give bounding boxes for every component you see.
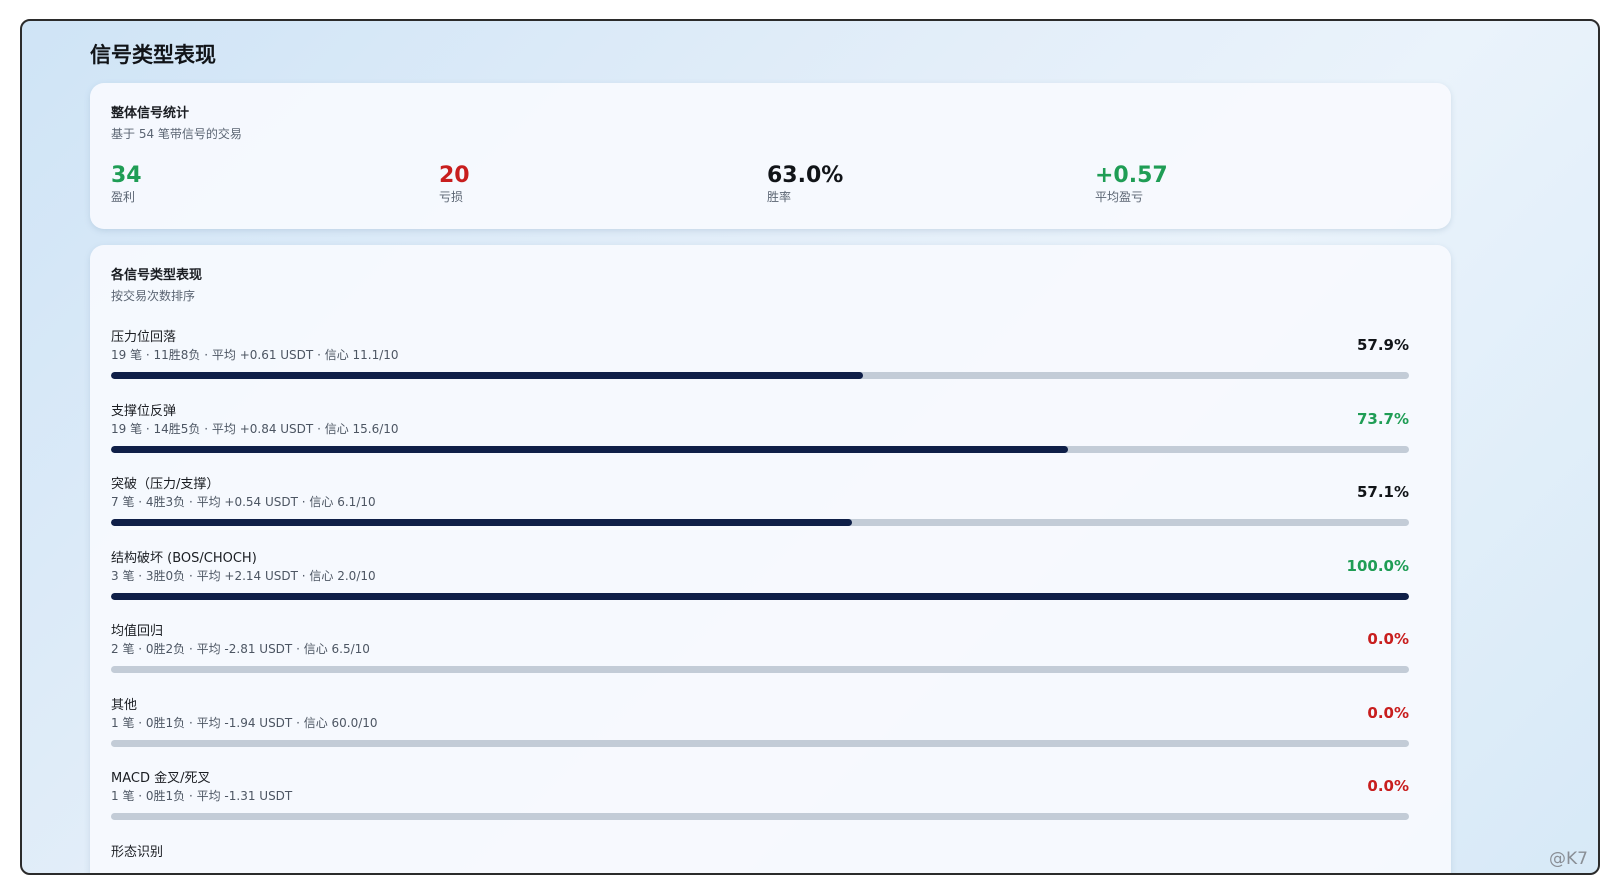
page-title: 信号类型表现 <box>90 43 216 67</box>
signal-type-win-rate: 0.0% <box>1367 777 1409 795</box>
win-rate-bar-fill <box>111 592 1409 600</box>
signal-type-name: 支撑位反弹 <box>111 403 177 419</box>
stat-winrate-label: 胜率 <box>767 190 792 204</box>
signal-type-name: 突破（压力/支撑） <box>111 477 220 492</box>
stat-losses-label: 亏损 <box>439 190 464 204</box>
signal-type-row: 结构破坏 (BOS/CHOCH) 3 笔 · 3胜0负 · 平均 +2.14 US… <box>111 550 1409 624</box>
stat-wins-value: 34 <box>111 163 142 188</box>
stat-winrate-value: 63.0% <box>767 163 844 188</box>
overall-stats-subtitle: 基于 54 笔带信号的交易 <box>111 127 242 141</box>
signal-type-meta: 1 笔 · 0胜1负 · 平均 -1.94 USDT · 信心 60.0/10 <box>111 715 378 730</box>
signal-type-win-rate: 57.1% <box>1356 483 1409 501</box>
signal-type-name: 均值回归 <box>111 624 164 639</box>
stat-avg-pnl-label: 平均盈亏 <box>1095 190 1144 204</box>
signal-type-win-rate: 57.9% <box>1356 336 1409 354</box>
signal-type-meta: 19 笔 · 14胜5负 · 平均 +0.84 USDT · 信心 15.6/1… <box>111 421 399 436</box>
app-window: 信号类型表现 整体信号统计 基于 54 笔带信号的交易 34 盈利 20 亏损 … <box>20 19 1600 875</box>
signal-type-row: 压力位回落 19 笔 · 11胜8负 · 平均 +0.61 USDT · 信心 1… <box>111 329 1409 403</box>
stat-avg-pnl-value: +0.57 <box>1095 163 1168 188</box>
signal-type-row: 支撑位反弹 19 笔 · 14胜5负 · 平均 +0.84 USDT · 信心 1… <box>111 403 1409 477</box>
signal-type-row: 突破（压力/支撑） 7 笔 · 4胜3负 · 平均 +0.54 USDT · 信心… <box>111 476 1409 550</box>
signal-type-name: 压力位回落 <box>111 330 177 345</box>
win-rate-bar-track <box>111 519 1409 526</box>
signal-type-name: 其他 <box>111 697 138 713</box>
stat-wins-label: 盈利 <box>111 190 136 204</box>
win-rate-bar-fill <box>111 372 863 379</box>
signal-type-meta: 1 笔 · 0胜1负 · 平均 -1.31 USDT <box>111 789 293 803</box>
overall-stats-card: 整体信号统计 基于 54 笔带信号的交易 34 盈利 20 亏损 63.0% 胜… <box>90 83 1451 229</box>
win-rate-bar-track <box>111 739 1409 747</box>
win-rate-bar-track <box>111 372 1409 379</box>
signal-type-meta: 19 笔 · 11胜8负 · 平均 +0.61 USDT · 信心 11.1/1… <box>111 348 399 362</box>
signal-type-meta: 3 笔 · 3胜0负 · 平均 +2.14 USDT · 信心 2.0/10 <box>111 568 376 583</box>
signal-type-row: MACD 金叉/死叉 1 笔 · 0胜1负 · 平均 -1.31 USDT 0.0% <box>111 770 1409 844</box>
signal-types-subtitle: 按交易次数排序 <box>111 289 196 303</box>
win-rate-bar-fill <box>111 519 853 526</box>
stat-losses: 20 亏损 <box>439 163 739 205</box>
stat-losses-value: 20 <box>439 163 470 188</box>
win-rate-bar-track <box>111 666 1409 673</box>
signal-type-win-rate: 0.0% <box>1367 630 1409 648</box>
signal-type-list: 压力位回落 19 笔 · 11胜8负 · 平均 +0.61 USDT · 信心 1… <box>111 329 1409 874</box>
signal-types-title: 各信号类型表现 <box>111 268 203 283</box>
signal-type-meta: 7 笔 · 4胜3负 · 平均 +0.54 USDT · 信心 6.1/10 <box>111 495 376 509</box>
win-rate-bar-track <box>111 445 1409 453</box>
signal-type-row: 形态识别 <box>111 844 1409 874</box>
win-rate-bar-fill <box>111 445 1068 453</box>
win-rate-bar-track <box>111 592 1409 600</box>
signal-type-win-rate: 73.7% <box>1356 409 1409 428</box>
signal-type-name: MACD 金叉/死叉 <box>111 771 211 786</box>
signal-type-name: 形态识别 <box>111 844 164 860</box>
signal-types-card: 各信号类型表现 按交易次数排序 压力位回落 19 笔 · 11胜8负 · 平均 +… <box>90 245 1451 874</box>
stat-winrate: 63.0% 胜率 <box>767 163 1067 205</box>
overall-stats-title: 整体信号统计 <box>111 106 190 121</box>
signal-type-row: 均值回归 2 笔 · 0胜2负 · 平均 -2.81 USDT · 信心 6.5/… <box>111 623 1409 697</box>
stats-row: 34 盈利 20 亏损 63.0% 胜率 +0.57 平均盈亏 <box>111 163 1431 213</box>
signal-type-name: 结构破坏 (BOS/CHOCH) <box>111 550 257 566</box>
signal-type-meta: 2 笔 · 0胜2负 · 平均 -2.81 USDT · 信心 6.5/10 <box>111 642 370 656</box>
watermark: @K7 <box>1549 849 1588 869</box>
stat-wins: 34 盈利 <box>111 163 411 205</box>
signal-type-win-rate: 100.0% <box>1346 556 1409 575</box>
signal-type-win-rate: 0.0% <box>1367 703 1409 722</box>
win-rate-bar-track <box>111 813 1409 820</box>
signal-type-row: 其他 1 笔 · 0胜1负 · 平均 -1.94 USDT · 信心 60.0/1… <box>111 697 1409 771</box>
stat-avg-pnl: +0.57 平均盈亏 <box>1095 163 1395 205</box>
